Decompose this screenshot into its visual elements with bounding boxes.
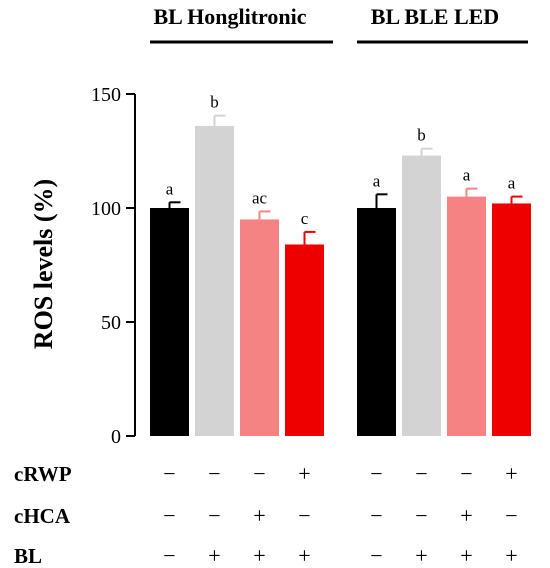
treatment-sign-cRWP-3: −: [253, 461, 265, 486]
y-tick-label-0: 0: [111, 426, 121, 448]
treatment-sign-BL-8: +: [505, 543, 517, 568]
bar-g2-3: [447, 196, 486, 436]
treatment-sign-cHCA-1: −: [163, 503, 175, 528]
bar-g1-3: [240, 219, 279, 436]
treatment-sign-cHCA-8: −: [505, 503, 517, 528]
y-tick-label-100: 100: [91, 198, 121, 220]
bar-g2-4: [492, 203, 531, 436]
treatment-sign-cHCA-6: −: [415, 503, 427, 528]
significance-label-g1-3: ac: [252, 188, 268, 207]
significance-label-g2-1: a: [373, 171, 381, 190]
bar-g1-2: [195, 125, 234, 437]
significance-label-g1-1: a: [166, 179, 174, 198]
treatment-sign-cHCA-7: +: [460, 503, 472, 528]
significance-label-g2-4: a: [508, 174, 516, 193]
treatment-sign-BL-4: +: [298, 543, 310, 568]
treatment-sign-cHCA-5: −: [370, 503, 382, 528]
treatment-sign-cHCA-2: −: [208, 503, 220, 528]
significance-label-g1-4: c: [301, 209, 309, 228]
treatment-sign-BL-3: +: [253, 543, 265, 568]
treatment-row-label-cRWP: cRWP: [14, 462, 72, 486]
treatment-sign-BL-7: +: [460, 543, 472, 568]
y-axis-title: ROS levels (%): [29, 179, 58, 349]
y-tick-label-150: 150: [91, 84, 121, 106]
significance-label-g1-2: b: [210, 93, 219, 112]
treatment-sign-cRWP-2: −: [208, 461, 220, 486]
treatment-sign-BL-1: −: [163, 543, 175, 568]
treatment-sign-cRWP-1: −: [163, 461, 175, 486]
treatment-sign-cHCA-4: −: [298, 503, 310, 528]
treatment-sign-BL-2: +: [208, 543, 220, 568]
treatment-table: cRWP − − − + − − − + cHCA − − + − − − + − BL − + + + − + + +: [14, 461, 518, 568]
bar-g1-1: [150, 208, 189, 436]
y-tick-label-50: 50: [101, 312, 121, 334]
treatment-row-label-BL: BL: [14, 544, 42, 568]
treatment-sign-cRWP-8: +: [505, 461, 517, 486]
bar-g2-2: [402, 155, 441, 436]
treatment-sign-cRWP-5: −: [370, 461, 382, 486]
group-title-honglitronic: BL Honglitronic: [153, 4, 306, 29]
treatment-sign-BL-6: +: [415, 543, 427, 568]
significance-label-g2-3: a: [463, 166, 471, 185]
treatment-sign-cRWP-6: −: [415, 461, 427, 486]
significance-label-g2-2: b: [417, 126, 426, 145]
treatment-sign-BL-5: −: [370, 543, 382, 568]
plot-area: 0 50 100 150 a b ac c a b a a: [91, 84, 531, 448]
bar-g1-4: [285, 244, 324, 436]
group-title-ble-led: BL BLE LED: [371, 4, 499, 29]
treatment-sign-cHCA-3: +: [253, 503, 265, 528]
treatment-row-label-cHCA: cHCA: [14, 504, 71, 528]
bar-g2-1: [357, 208, 396, 436]
treatment-sign-cRWP-4: +: [298, 461, 310, 486]
treatment-sign-cRWP-7: −: [460, 461, 472, 486]
